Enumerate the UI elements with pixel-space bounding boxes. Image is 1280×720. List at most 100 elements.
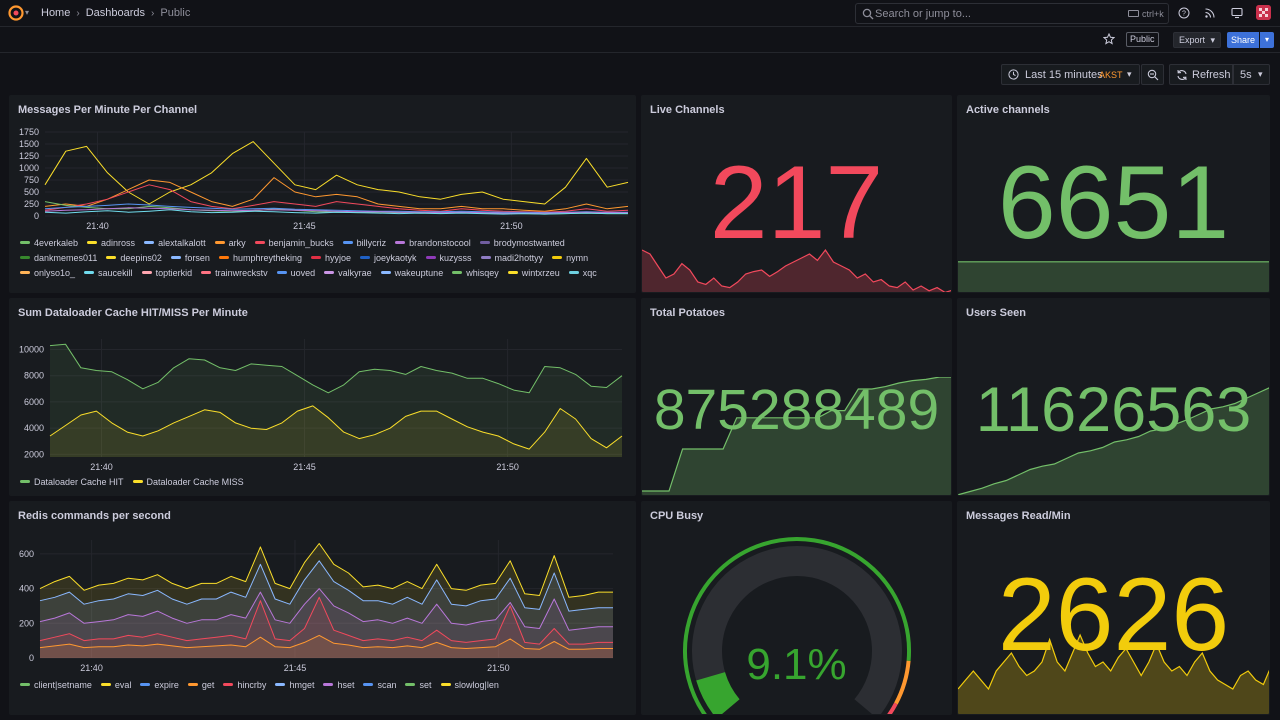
panel-dataloader-cache[interactable]: Sum Dataloader Cache HIT/MISS Per Minute… — [9, 298, 636, 496]
legend-item[interactable]: alextalkalott — [144, 237, 206, 248]
legend-item[interactable]: saucekill — [84, 267, 133, 278]
star-icon[interactable] — [1103, 33, 1115, 45]
news-feed-icon[interactable] — [1204, 7, 1216, 19]
legend-item[interactable]: brandonstocool — [395, 237, 471, 248]
dataloader-chart[interactable]: 2000 4000 6000 8000 10000 21:40 21:45 21:50 — [10, 329, 636, 479]
legend-item[interactable]: slowlog|len — [440, 679, 499, 690]
chevron-right-icon: › — [76, 7, 80, 19]
gauge-threshold-green — [683, 537, 912, 714]
legend-item[interactable]: Dataloader Cache HIT — [20, 476, 124, 487]
panel-total-potatoes[interactable]: Total Potatoes 875288489 — [641, 298, 952, 496]
users-seen-value: 11626563 — [975, 375, 1252, 445]
legend-item[interactable]: valkyrae — [324, 267, 372, 278]
legend-item[interactable]: whisqey — [452, 267, 499, 278]
breadcrumb-dashboards[interactable]: Dashboards — [85, 7, 146, 19]
legend-item[interactable]: dankmemes011 — [20, 252, 97, 263]
refresh-interval-picker[interactable]: 5s ▾ — [1233, 64, 1270, 85]
active-channels-value: 6651 — [997, 145, 1230, 261]
panel-title: Users Seen — [966, 307, 1026, 319]
breadcrumb-home[interactable]: Home — [41, 7, 71, 19]
timezone-label: AKST — [1099, 70, 1123, 80]
legend-item[interactable]: toptierkid — [141, 267, 192, 278]
legend-item[interactable]: uoved — [276, 267, 315, 278]
legend-item[interactable]: client|setname — [20, 679, 92, 690]
legend-swatch — [568, 271, 579, 274]
grafana-logo-icon[interactable] — [8, 5, 24, 21]
panel-active-channels[interactable]: Active channels 6651 — [957, 95, 1270, 293]
export-label: Export — [1179, 35, 1206, 45]
legend-item[interactable]: deepins02 — [106, 252, 162, 263]
legend-item[interactable]: hmget — [275, 679, 314, 690]
legend-item[interactable]: forsen — [170, 252, 210, 263]
legend-item[interactable]: arky — [214, 237, 246, 248]
legend-swatch — [106, 256, 117, 259]
legend-item[interactable]: benjamin_bucks — [254, 237, 334, 248]
legend-item[interactable]: nymn — [552, 252, 588, 263]
live-channels-sparkline — [642, 248, 951, 292]
zoom-out-button[interactable] — [1141, 64, 1164, 85]
legend-item[interactable]: xqc — [568, 267, 597, 278]
messages-chart[interactable]: 0 250 500 750 1000 1250 1500 1750 21:40 21:45 21:5… — [10, 120, 636, 260]
legend-label: hincrby — [237, 679, 267, 690]
kiosk-mode-icon[interactable] — [1231, 7, 1243, 19]
legend-swatch — [170, 256, 181, 259]
export-button[interactable]: Export ▾ — [1173, 32, 1221, 48]
help-icon[interactable]: ? — [1178, 7, 1190, 19]
legend-item[interactable]: scan — [363, 679, 396, 690]
share-menu-button[interactable]: ▾ — [1260, 32, 1274, 48]
legend-item[interactable]: hyyjoe — [310, 252, 351, 263]
legend-item[interactable]: joeykaotyk — [360, 252, 417, 263]
legend-swatch — [187, 683, 198, 686]
clock-icon — [1008, 69, 1019, 80]
legend-item[interactable]: adinross — [87, 237, 135, 248]
legend-swatch — [201, 271, 212, 274]
legend-swatch — [20, 241, 30, 244]
series-line — [44, 203, 628, 214]
legend-item[interactable]: 4everkaleb — [20, 237, 78, 248]
legend-item[interactable]: trainwreckstv — [201, 267, 268, 278]
legend-item[interactable]: get — [187, 679, 214, 690]
legend-swatch — [360, 256, 370, 259]
legend-item[interactable]: humphreytheking — [218, 252, 302, 263]
search-icon — [862, 8, 874, 20]
legend-swatch — [100, 683, 111, 686]
panel-messages-read[interactable]: Messages Read/Min 2626 — [957, 501, 1270, 715]
avatar[interactable] — [1256, 5, 1271, 20]
y-tick-label: 250 — [24, 199, 39, 209]
legend-item[interactable]: eval — [100, 679, 131, 690]
legend-swatch — [223, 683, 234, 686]
panel-messages-per-minute[interactable]: Messages Per Minute Per Channel 0 250 500 7… — [9, 95, 636, 293]
legend-item[interactable]: brodymostwanted — [479, 237, 565, 248]
panel-redis-commands[interactable]: Redis commands per second 0 200 400 600 21:4… — [9, 501, 636, 715]
sparkline-area — [958, 261, 1269, 292]
legend-item[interactable]: expire — [140, 679, 179, 690]
time-range-picker[interactable]: Last 15 minutes AKST ▾ — [1001, 64, 1140, 85]
search-input[interactable]: Search or jump to... ctrl+k — [855, 3, 1169, 24]
legend-item[interactable]: hincrby — [223, 679, 266, 690]
sparkline-area — [958, 635, 1269, 714]
y-tick-label: 600 — [19, 549, 34, 559]
redis-chart[interactable]: 0 200 400 600 21:40 21:45 21:50 — [10, 530, 636, 690]
gauge-threshold-orange — [894, 660, 911, 705]
active-channels-sparkline — [958, 261, 1269, 292]
legend-item[interactable]: set — [405, 679, 432, 690]
refresh-button[interactable]: Refresh — [1169, 64, 1233, 85]
legend-item[interactable]: Dataloader Cache MISS — [132, 476, 244, 487]
panel-cpu-busy[interactable]: CPU Busy 9.1% — [641, 501, 952, 715]
legend-item[interactable]: onlyso1o_ — [20, 267, 75, 278]
series-line — [39, 596, 613, 645]
y-tick-label: 0 — [29, 653, 34, 663]
legend-item[interactable]: madi2hottyy — [480, 252, 543, 263]
y-tick-label: 1500 — [19, 139, 39, 149]
legend-item[interactable]: wintxrzeu — [507, 267, 560, 278]
series-line — [44, 141, 629, 205]
legend-item[interactable]: kuzysss — [425, 252, 472, 263]
legend-item[interactable]: hset — [323, 679, 354, 690]
share-button[interactable]: Share — [1227, 32, 1259, 48]
panel-live-channels[interactable]: Live Channels 217 — [641, 95, 952, 293]
legend-item[interactable]: wakeuptune — [380, 267, 443, 278]
panel-users-seen[interactable]: Users Seen 11626563 — [957, 298, 1270, 496]
chevron-down-icon[interactable]: ▾ — [25, 8, 30, 17]
panel-title: Messages Read/Min — [966, 510, 1071, 522]
legend-item[interactable]: billycriz — [342, 237, 386, 248]
